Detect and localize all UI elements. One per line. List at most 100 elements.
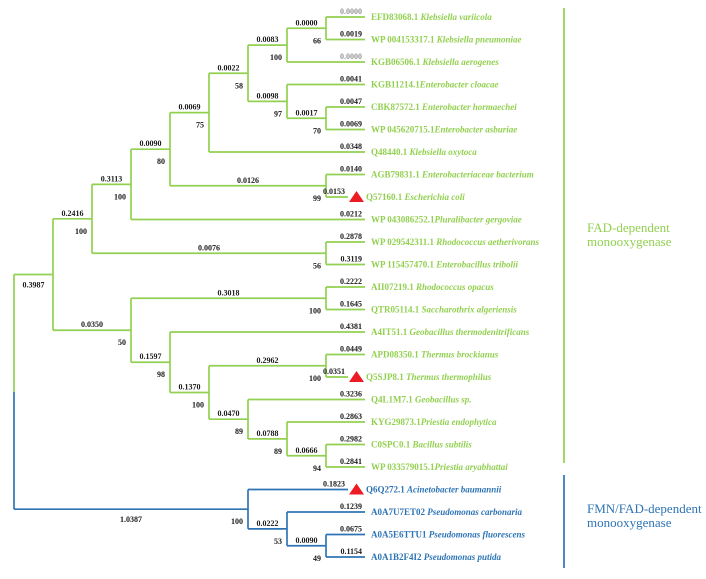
branch-length-label: 0.0090 bbox=[140, 139, 162, 148]
branch-length-label: 0.3018 bbox=[218, 288, 240, 297]
taxon-label: Q48440.1 Klebsiella oxytoca bbox=[371, 147, 477, 157]
branch-length-label: 0.4381 bbox=[340, 322, 362, 331]
bootstrap-label: 66 bbox=[313, 36, 321, 45]
bootstrap-label: 80 bbox=[157, 157, 165, 166]
branch-length-label: 0.0000 bbox=[296, 18, 318, 27]
branch-length-label: 0.1823 bbox=[323, 480, 345, 489]
bootstrap-label: 100 bbox=[75, 227, 87, 236]
branch-length-label: 0.0041 bbox=[340, 75, 362, 84]
taxon-label: WP 029542311.1 Rhodococcus aetherivorans bbox=[371, 237, 540, 247]
branch-length-label: 0.0222 bbox=[257, 519, 279, 528]
taxon-label: AGB79831.1 Enterobacteriaceae bacterium bbox=[371, 170, 534, 180]
taxon-label: WP 033579015.1Priestia aryabhattai bbox=[371, 462, 508, 472]
taxon-label: A0A5E6TTU1 Pseudomonas fluorescens bbox=[371, 530, 526, 540]
bootstrap-label: 100 bbox=[114, 192, 126, 201]
branch-length-label: 0.0098 bbox=[257, 91, 279, 100]
branch-length-label: 0.3236 bbox=[340, 390, 362, 399]
bootstrap-label: 70 bbox=[313, 126, 321, 135]
taxon-label: A0A7U7ET02 Pseudomonas carbonaria bbox=[371, 507, 523, 517]
bootstrap-label: 94 bbox=[313, 464, 321, 473]
branch-length-label: 0.2222 bbox=[340, 277, 362, 286]
bootstrap-label: 100 bbox=[309, 374, 321, 383]
branch-length-label: 0.1370 bbox=[179, 382, 201, 391]
bootstrap-label: 56 bbox=[313, 261, 321, 270]
branch-length-label: 0.0788 bbox=[257, 429, 279, 438]
taxon-label: Q4L1M7.1 Geobacillus sp. bbox=[371, 395, 472, 405]
branch-length-label: 0.0069 bbox=[340, 120, 362, 129]
bootstrap-label: 89 bbox=[235, 427, 243, 436]
branch-length-label: 0.0000 bbox=[340, 52, 362, 61]
branch-length-label: 0.0083 bbox=[257, 35, 279, 44]
branch-length-label: 0.0126 bbox=[237, 176, 259, 185]
branch-length-label: 0.0140 bbox=[340, 165, 362, 174]
branch-length-label: 0.2863 bbox=[340, 412, 362, 421]
taxon-label: C0SPC0.1 Bacillus subtilis bbox=[371, 440, 472, 450]
taxon-label: Q5SJP8.1 Thermus thermophilus bbox=[366, 372, 492, 382]
taxon-label: CBK87572.1 Enterobacter hormaechei bbox=[371, 102, 517, 112]
branch-length-label: 0.0000 bbox=[340, 7, 362, 16]
branch-length-label: 0.1239 bbox=[340, 502, 362, 511]
taxon-label: A4IT51.1 Geobacillus thermodenitrificans bbox=[371, 327, 530, 337]
branch-length-label: 0.0470 bbox=[218, 409, 240, 418]
branch-length-label: 0.2878 bbox=[340, 232, 362, 241]
branch-length-label: 0.2982 bbox=[340, 435, 362, 444]
branch-length-label: 0.0350 bbox=[81, 320, 103, 329]
highlight-triangle-icon bbox=[349, 483, 364, 495]
bootstrap-label: 97 bbox=[274, 109, 282, 118]
branch-length-label: 0.0090 bbox=[296, 536, 318, 545]
taxon-label: QTR05114.1 Saccharothrix algeriensis bbox=[371, 305, 517, 315]
highlight-triangle-icon bbox=[349, 191, 364, 202]
branch-length-label: 0.3987 bbox=[23, 281, 45, 290]
taxon-label: KYG29873.1Priestia endophytica bbox=[371, 417, 497, 427]
bootstrap-label: 89 bbox=[274, 447, 282, 456]
branch-length-label: 0.0449 bbox=[340, 345, 362, 354]
fad-clade-label: FAD-dependent monooxygenase bbox=[587, 220, 672, 249]
taxon-label: AII07219.1 Rhodococcus opacus bbox=[371, 282, 494, 292]
bootstrap-label: 98 bbox=[157, 370, 165, 379]
taxon-label: KGB11214.1Enterobacter cloacae bbox=[371, 80, 499, 90]
branch-length-label: 0.1154 bbox=[340, 547, 362, 556]
bootstrap-label: 100 bbox=[270, 53, 282, 62]
branch-length-label: 0.1645 bbox=[340, 300, 362, 309]
bootstrap-label: 49 bbox=[313, 554, 321, 563]
branch-length-label: 0.0047 bbox=[340, 97, 362, 106]
taxon-label: WP 115457470.1 Enterobacillus tribolii bbox=[371, 260, 519, 270]
branch-length-label: 0.0153 bbox=[323, 187, 345, 196]
branch-length-label: 0.0675 bbox=[340, 525, 362, 534]
branch-length-label: 0.2416 bbox=[62, 209, 84, 218]
branch-length-label: 0.0017 bbox=[296, 108, 318, 117]
bootstrap-label: 53 bbox=[274, 537, 282, 546]
taxon-label: Q57160.1 Escherichia coli bbox=[366, 192, 465, 202]
taxon-label: Q6Q272.1 Acinetobacter baumannii bbox=[366, 485, 502, 495]
branch-length-label: 0.0076 bbox=[198, 243, 220, 252]
branch-length-label: 0.3113 bbox=[101, 174, 123, 183]
taxon-label: WP 043086252.1Pluralibacter gergoviae bbox=[371, 215, 522, 225]
highlight-triangle-icon bbox=[349, 371, 364, 382]
taxon-label: EFD83068.1 Klebsiella variicola bbox=[371, 12, 492, 22]
branch-length-label: 0.1597 bbox=[140, 352, 162, 361]
bootstrap-label: 58 bbox=[235, 81, 243, 90]
branch-length-label: 0.0351 bbox=[323, 367, 345, 376]
taxon-label: WP 004153317.1 Klebsiella pneumoniae bbox=[371, 35, 522, 45]
branch-length-label: 0.0022 bbox=[218, 63, 240, 72]
bootstrap-label: 99 bbox=[313, 194, 321, 203]
branch-length-label: 0.2841 bbox=[340, 457, 362, 466]
branch-length-label: 0.0666 bbox=[296, 446, 318, 455]
taxon-label: APD08350.1 Thermus brockianus bbox=[371, 350, 499, 360]
branch-length-label: 0.0019 bbox=[340, 30, 362, 39]
branch-length-label: 1.0387 bbox=[120, 515, 142, 524]
bootstrap-label: 50 bbox=[118, 338, 126, 347]
branch-length-label: 0.0212 bbox=[340, 210, 362, 219]
taxon-label: WP 045620715.1Enterobacter asburiae bbox=[371, 125, 517, 135]
taxon-label: A0A1B2F4I2 Pseudomonas putida bbox=[371, 552, 502, 562]
bootstrap-label: 100 bbox=[231, 517, 243, 526]
bootstrap-label: 75 bbox=[196, 121, 204, 130]
branch-length-label: 0.0069 bbox=[179, 103, 201, 112]
bootstrap-label: 100 bbox=[309, 306, 321, 315]
taxon-label: KGB06506.1 Klebsiella aerogenes bbox=[371, 57, 499, 67]
fmn-clade-label: FMN/FAD-dependent monooxygenase bbox=[587, 501, 702, 530]
branch-length-label: 0.0348 bbox=[340, 142, 362, 151]
bootstrap-label: 100 bbox=[192, 400, 204, 409]
